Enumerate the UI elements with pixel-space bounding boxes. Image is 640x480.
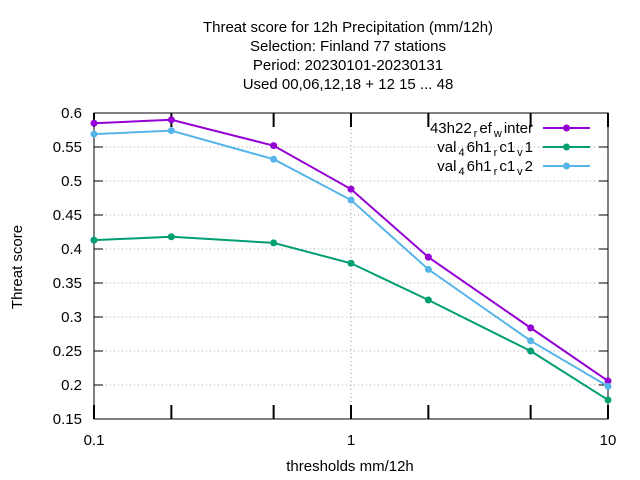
data-point <box>90 236 98 244</box>
legend-label-subscript: v <box>517 166 523 178</box>
series-3 <box>90 127 612 390</box>
data-point <box>167 127 175 135</box>
legend-label-subscript: 4 <box>458 147 464 159</box>
data-point <box>347 259 355 267</box>
y-tick-label: 0.3 <box>61 309 82 326</box>
x-tick-label: 0.1 <box>84 432 105 449</box>
data-point <box>90 130 98 138</box>
legend-label: 43h22 r ef w inter <box>430 120 533 140</box>
x-tick-label: 1 <box>347 432 355 449</box>
legend-label-text: ef <box>479 120 492 137</box>
y-tick-label: 0.25 <box>53 343 82 360</box>
data-point <box>347 185 355 193</box>
data-point <box>167 233 175 241</box>
y-tick-label: 0.15 <box>53 411 82 428</box>
title-line-2: Selection: Finland 77 stations <box>250 38 446 55</box>
y-tick-label: 0.5 <box>61 173 82 190</box>
y-tick-label: 0.6 <box>61 105 82 122</box>
x-tick-label: 10 <box>600 432 617 449</box>
data-point <box>270 142 278 150</box>
title-line-4: Used 00,06,12,18 + 12 15 ... 48 <box>243 76 454 93</box>
data-point <box>424 265 432 273</box>
data-point <box>270 239 278 247</box>
data-point <box>347 196 355 204</box>
legend-label: val 4 6h1 r c1 v 1 <box>437 139 533 159</box>
data-point <box>527 347 535 355</box>
series-2 <box>90 233 612 404</box>
data-point <box>604 396 612 404</box>
legend-entry-2: val 4 6h1 r c1 v 1 <box>437 139 590 159</box>
data-point <box>527 324 535 332</box>
legend-label-subscript: 4 <box>458 166 464 178</box>
legend-entry-1: 43h22 r ef w inter <box>430 120 590 140</box>
y-tick-label: 0.4 <box>61 241 82 258</box>
legend-marker <box>563 143 570 151</box>
series-1 <box>90 116 612 385</box>
tick-marks: 0.15 0.2 0.25 0.3 0.35 0.4 0.45 0.5 0.55 0.6 0.1 1 1… <box>53 105 617 449</box>
legend-label-text: 1 <box>525 139 533 156</box>
legend-label: val 4 6h1 r c1 v 2 <box>437 158 533 178</box>
data-point <box>424 253 432 261</box>
legend-label-text: c1 <box>499 158 515 175</box>
legend-marker <box>563 162 570 170</box>
legend-label-subscript: r <box>494 166 498 178</box>
y-tick-label: 0.2 <box>61 377 82 394</box>
data-point <box>527 337 535 345</box>
data-point <box>424 296 432 304</box>
legend-label-text: inter <box>504 120 533 137</box>
legend-label-text: 6h1 <box>467 158 492 175</box>
x-axis-label: thresholds mm/12h <box>286 458 414 475</box>
legend-label-text: c1 <box>499 139 515 156</box>
data-point <box>604 377 612 385</box>
series-group <box>90 116 612 404</box>
legend-marker <box>563 124 570 132</box>
data-point <box>90 119 98 127</box>
y-tick-label: 0.35 <box>53 275 82 292</box>
title-line-3: Period: 20230101-20230131 <box>253 57 443 74</box>
legend-label-text: 2 <box>525 158 533 175</box>
legend-label-text: 6h1 <box>467 139 492 156</box>
data-point <box>604 382 612 390</box>
data-point <box>167 116 175 124</box>
legend-label-base: 43h22 <box>430 120 472 137</box>
y-tick-label: 0.55 <box>53 139 82 156</box>
legend-label-subscript: v <box>517 147 523 159</box>
chart-title: Threat score for 12h Precipitation (mm/1… <box>203 19 493 93</box>
y-tick-label: 0.45 <box>53 207 82 224</box>
legend-entry-3: val 4 6h1 r c1 v 2 <box>437 158 590 178</box>
legend-label-subscript: w <box>493 128 502 140</box>
legend-label-subscript: r <box>494 147 498 159</box>
legend-label-base: val <box>437 158 456 175</box>
data-point <box>270 155 278 163</box>
title-line-1: Threat score for 12h Precipitation (mm/1… <box>203 19 493 36</box>
legend-label-base: val <box>437 139 456 156</box>
legend-label-subscript: r <box>474 128 478 140</box>
y-axis-label: Threat score <box>9 225 26 309</box>
